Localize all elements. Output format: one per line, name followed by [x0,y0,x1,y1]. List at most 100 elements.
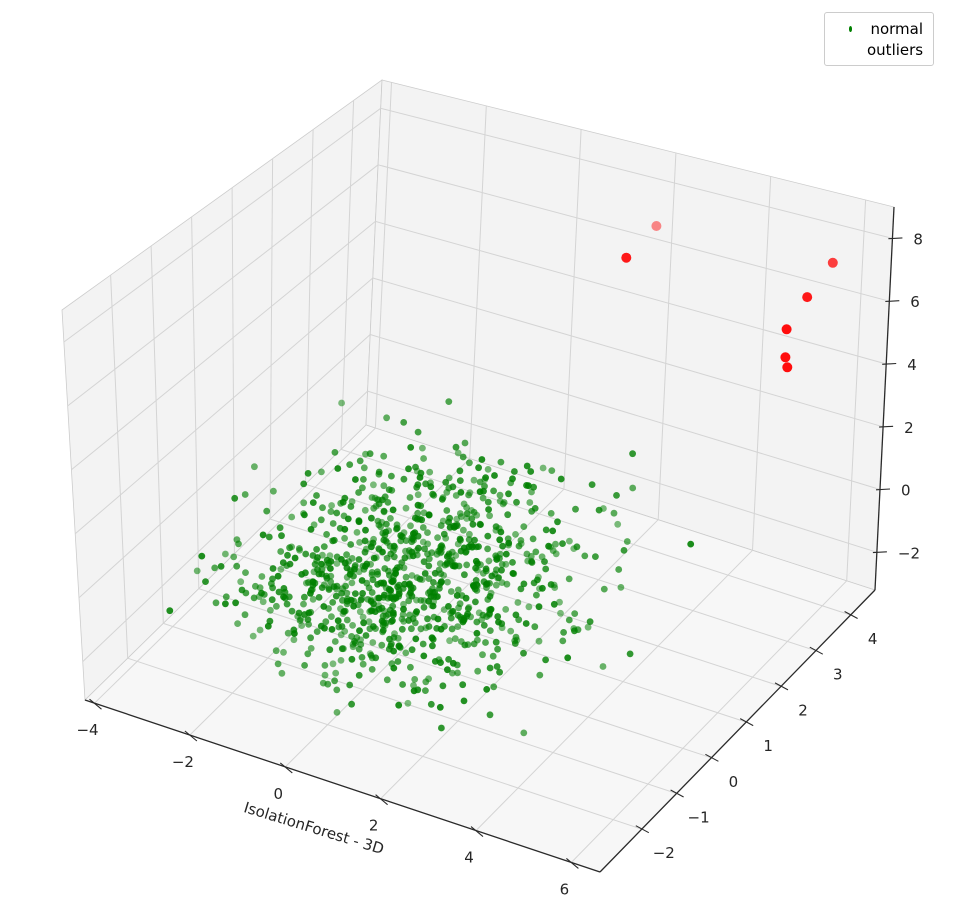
normal-point [375,521,383,529]
normal-point [263,507,271,515]
normal-point [259,531,267,539]
normal-point [390,611,397,619]
normal-point [331,638,339,645]
normal-point [459,453,467,461]
normal-point [319,551,326,559]
normal-point [256,626,264,634]
normal-point [241,491,249,498]
grid-y-wall [191,216,200,589]
normal-point [463,504,470,511]
normal-point [365,618,373,626]
grid-z-left-wall [82,390,368,662]
normal-point [512,531,519,538]
normal-point [461,641,469,649]
normal-point [502,560,510,568]
normal-point [517,537,525,544]
y-tick [635,825,650,834]
x-axis-spine [84,699,601,873]
normal-point [573,543,581,551]
normal-point [372,554,380,561]
normal-point [552,540,559,548]
y-tick [809,646,824,655]
normal-point [391,544,399,551]
normal-point [492,638,500,646]
normal-point [368,589,376,596]
normal-point [454,669,461,677]
normal-point [325,559,333,567]
normal-point [493,663,501,670]
normal-point [379,612,387,620]
normal-point [449,607,457,615]
normal-point [517,585,525,593]
normal-point [309,595,317,603]
normal-point [361,506,369,514]
normal-point [333,553,341,561]
normal-point [411,529,419,536]
normal-point [307,634,314,642]
normal-point [439,682,447,690]
normal-point [363,579,371,587]
normal-point [241,611,249,619]
normal-point [395,592,403,600]
normal-point [301,593,308,601]
normal-point [408,625,415,633]
normal-point [499,500,507,508]
normal-point [295,609,303,617]
normal-point [461,439,469,447]
normal-point [317,622,325,630]
normal-point [265,533,273,541]
normal-point [457,536,464,544]
normal-point [242,569,249,576]
normal-point [475,609,483,617]
normal-point [515,616,523,624]
normal-point [511,468,518,475]
normal-point [687,540,695,548]
normal-point [430,579,437,586]
normal-point [444,578,451,586]
normal-point [465,536,473,543]
normal-point [336,524,344,532]
z-tick [888,237,903,240]
normal-point [366,625,374,633]
normal-point [390,647,397,655]
normal-point [390,553,398,561]
normal-point [532,548,540,556]
normal-point [420,455,427,462]
y-tick-label: 3 [833,666,843,684]
normal-point [482,581,490,588]
normal-point [413,574,421,581]
normal-point [233,562,241,570]
outlier-points-group [621,221,838,373]
normal-point [454,449,462,457]
normal-point [222,600,229,608]
normal-point [489,652,497,660]
grid-z-back-wall [372,277,884,428]
normal-point [588,481,596,488]
normal-point [446,637,453,645]
normal-point [387,642,395,650]
normal-point [485,506,492,513]
normal-point [320,603,328,610]
normal-point [352,590,359,597]
normal-point [382,528,390,536]
normal-point [304,470,312,477]
normal-point [321,671,329,679]
normal-point [412,463,419,471]
normal-point [479,494,487,502]
normal-point [505,490,512,498]
normal-point [398,559,406,566]
normal-point [592,553,599,560]
normal-point [390,664,398,672]
normal-point [542,565,550,573]
normal-point [400,605,407,613]
grid-z-back-wall [367,390,878,553]
normal-point [274,572,282,580]
normal-point [258,589,265,597]
z-tick-label: −2 [898,544,920,562]
normal-points-group [166,398,695,737]
normal-point [529,535,537,543]
normal-point [424,529,431,536]
normal-point [280,648,287,656]
normal-point [425,562,433,570]
normal-point [402,504,410,512]
